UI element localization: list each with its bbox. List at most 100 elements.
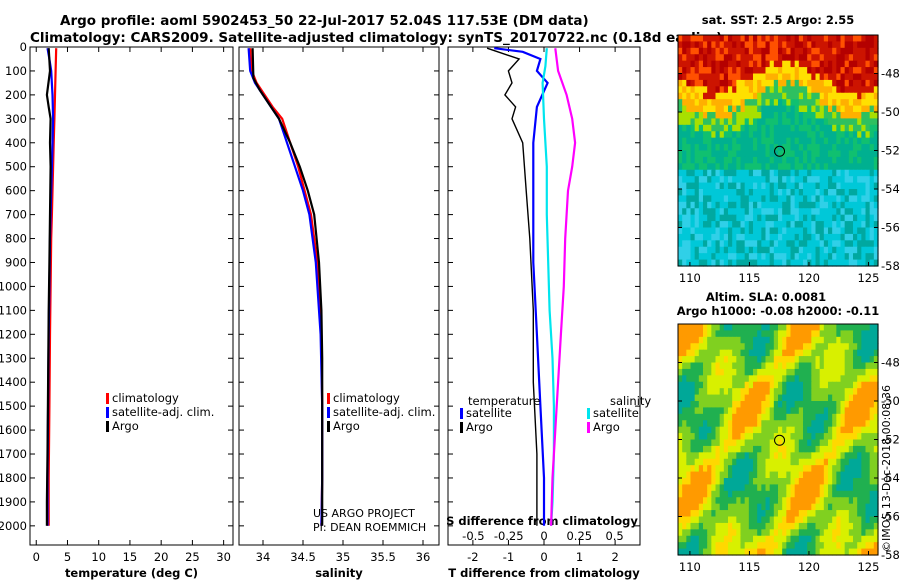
sla-map-cell	[798, 478, 804, 486]
sla-map-cell	[786, 388, 792, 396]
sla-map-cell	[732, 445, 737, 453]
sla-map-cell	[786, 362, 792, 370]
sla-map-cell	[736, 458, 742, 466]
sst-map-cell	[778, 176, 783, 184]
sst-map-cell	[732, 73, 737, 81]
sla-map-cell	[790, 535, 796, 543]
sla-map-cell	[769, 503, 775, 511]
sla-map-cell	[753, 349, 758, 357]
sla-map-cell	[682, 388, 687, 396]
legend-salinity-satellite-swatch	[587, 408, 590, 419]
sla-map-cell	[861, 368, 867, 376]
sla-map-cell	[811, 497, 817, 505]
sla-map-cell	[715, 413, 721, 421]
sst-map-cell	[773, 150, 779, 158]
sst-map-cell	[819, 112, 825, 120]
sst-map-cell	[832, 124, 837, 132]
sla-map-cell	[873, 375, 879, 383]
sst-map-cell	[753, 112, 758, 120]
sst-map-cell	[865, 253, 871, 261]
sla-map-cell	[773, 362, 779, 370]
sla-map-cell	[807, 349, 812, 357]
sla-map-cell	[869, 413, 875, 421]
sst-map-cell	[682, 253, 687, 261]
sst-map-cell	[728, 54, 733, 62]
sla-map-cell	[715, 510, 721, 518]
sla-map-cell	[815, 407, 821, 415]
sst-map-cell	[798, 182, 804, 190]
sla-map-cell	[815, 445, 821, 453]
sla-map-cell	[698, 368, 704, 376]
sst-map-cell	[690, 150, 696, 158]
sla-map-cell	[790, 368, 796, 376]
sla-map-cell	[790, 420, 796, 428]
sst-map-cell	[719, 189, 725, 197]
y-tick-label: 500	[5, 160, 27, 174]
sst-map-cell	[769, 137, 775, 145]
sst-map-cell	[732, 79, 737, 87]
sla-map-cell	[873, 324, 879, 332]
sla-map-cell	[844, 458, 850, 466]
sla-map-cell	[840, 375, 846, 383]
sla-map-cell	[744, 445, 750, 453]
sla-map-cell	[719, 542, 725, 550]
sst-map-cell	[778, 54, 783, 62]
sla-map-cell	[819, 490, 825, 498]
sst-map-cell	[782, 176, 787, 184]
sst-map-cell	[686, 156, 692, 164]
sla-map-cell	[861, 413, 867, 421]
sst-map-cell	[782, 189, 787, 197]
sla-map-cell	[698, 381, 704, 389]
sla-map-cell	[823, 324, 829, 332]
sst-map-cell	[807, 182, 812, 190]
sla-map-cell	[786, 426, 792, 434]
sst-map-cell	[861, 156, 867, 164]
sst-map-cell	[757, 214, 762, 222]
sla-map-cell	[678, 413, 683, 421]
sla-map-cell	[678, 484, 683, 492]
sla-map-cell	[828, 375, 833, 383]
sst-map-cell	[773, 214, 779, 222]
sst-map-cell	[732, 54, 737, 62]
sla-map-cell	[857, 458, 862, 466]
sla-map-cell	[686, 394, 692, 402]
sla-map-cell	[840, 445, 846, 453]
sst-map-cell	[736, 150, 742, 158]
sla-map-cell	[682, 445, 687, 453]
sla-map-cell	[865, 330, 871, 338]
sst-map-cell	[803, 67, 808, 75]
sla-map-cell	[823, 394, 829, 402]
sla-map-cell	[865, 401, 871, 409]
sla-map-cell	[786, 458, 792, 466]
sla-map-cell	[869, 542, 875, 550]
sla-map-cell	[732, 542, 737, 550]
sst-map-cell	[694, 67, 700, 75]
sla-map-cell	[823, 413, 829, 421]
sst-map-cell	[736, 54, 742, 62]
sla-map-cell	[819, 324, 825, 332]
sst-map-cell	[803, 227, 808, 235]
sla-map-cell	[832, 330, 837, 338]
sst-map-cell	[698, 60, 704, 68]
sla-map-cell	[778, 336, 783, 344]
sla-map-cell	[773, 465, 779, 473]
sla-map-cell	[682, 465, 687, 473]
sla-map-cell	[828, 458, 833, 466]
sst-map-cell	[678, 47, 683, 55]
sst-map-cell	[757, 195, 762, 203]
sst-map-cell	[715, 47, 721, 55]
sla-map-cell	[753, 497, 758, 505]
sla-map-cell	[698, 349, 704, 357]
sst-map-cell	[836, 253, 842, 261]
sla-map-cell	[678, 535, 683, 543]
sla-map-cell	[707, 516, 712, 524]
sst-map-cell	[748, 131, 754, 139]
sla-map-cell	[719, 388, 725, 396]
sst-map-cell	[873, 176, 879, 184]
sla-map-cell	[707, 413, 712, 421]
sst-map-cell	[807, 124, 812, 132]
sla-map-cell	[828, 542, 833, 550]
map-y-tick-label: -56	[881, 221, 900, 235]
sla-map-cell	[698, 343, 704, 351]
sst-map-cell	[703, 67, 708, 75]
